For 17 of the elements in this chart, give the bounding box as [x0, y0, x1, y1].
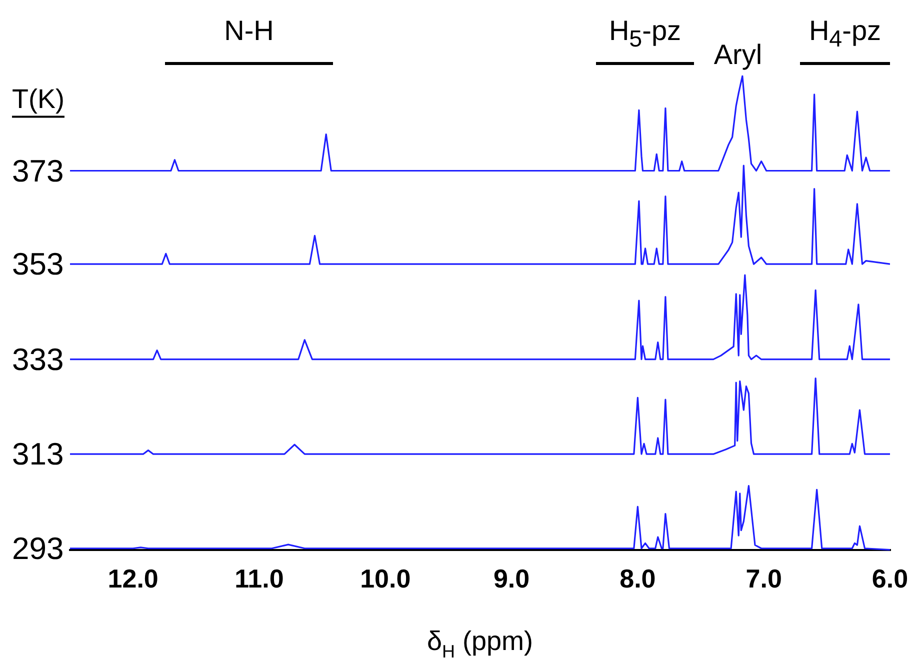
- text: H$_{4}$-pz: [808, 14, 882, 54]
- x-tick-label: 11.0: [234, 564, 284, 594]
- x-tick-label: 6.0: [872, 564, 908, 594]
- text: N-H: [223, 14, 275, 48]
- x-tick-label: 7.0: [746, 564, 782, 594]
- x-tick-label: 9.0: [493, 564, 530, 594]
- x-tick-label: 10.0: [360, 564, 411, 594]
- series-label: 353: [12, 246, 64, 282]
- text: H$_{5}$-pz: [608, 14, 682, 54]
- series-label: 293: [12, 530, 64, 566]
- series-label: 333: [12, 342, 64, 377]
- x-tick-label: 8.0: [620, 564, 656, 594]
- series-label: 373: [12, 153, 64, 188]
- legend-title: T(K): [12, 84, 64, 114]
- series-label: 313: [12, 436, 64, 472]
- x-tick-label: 12.0: [108, 564, 158, 594]
- text: Aryl: [712, 38, 764, 72]
